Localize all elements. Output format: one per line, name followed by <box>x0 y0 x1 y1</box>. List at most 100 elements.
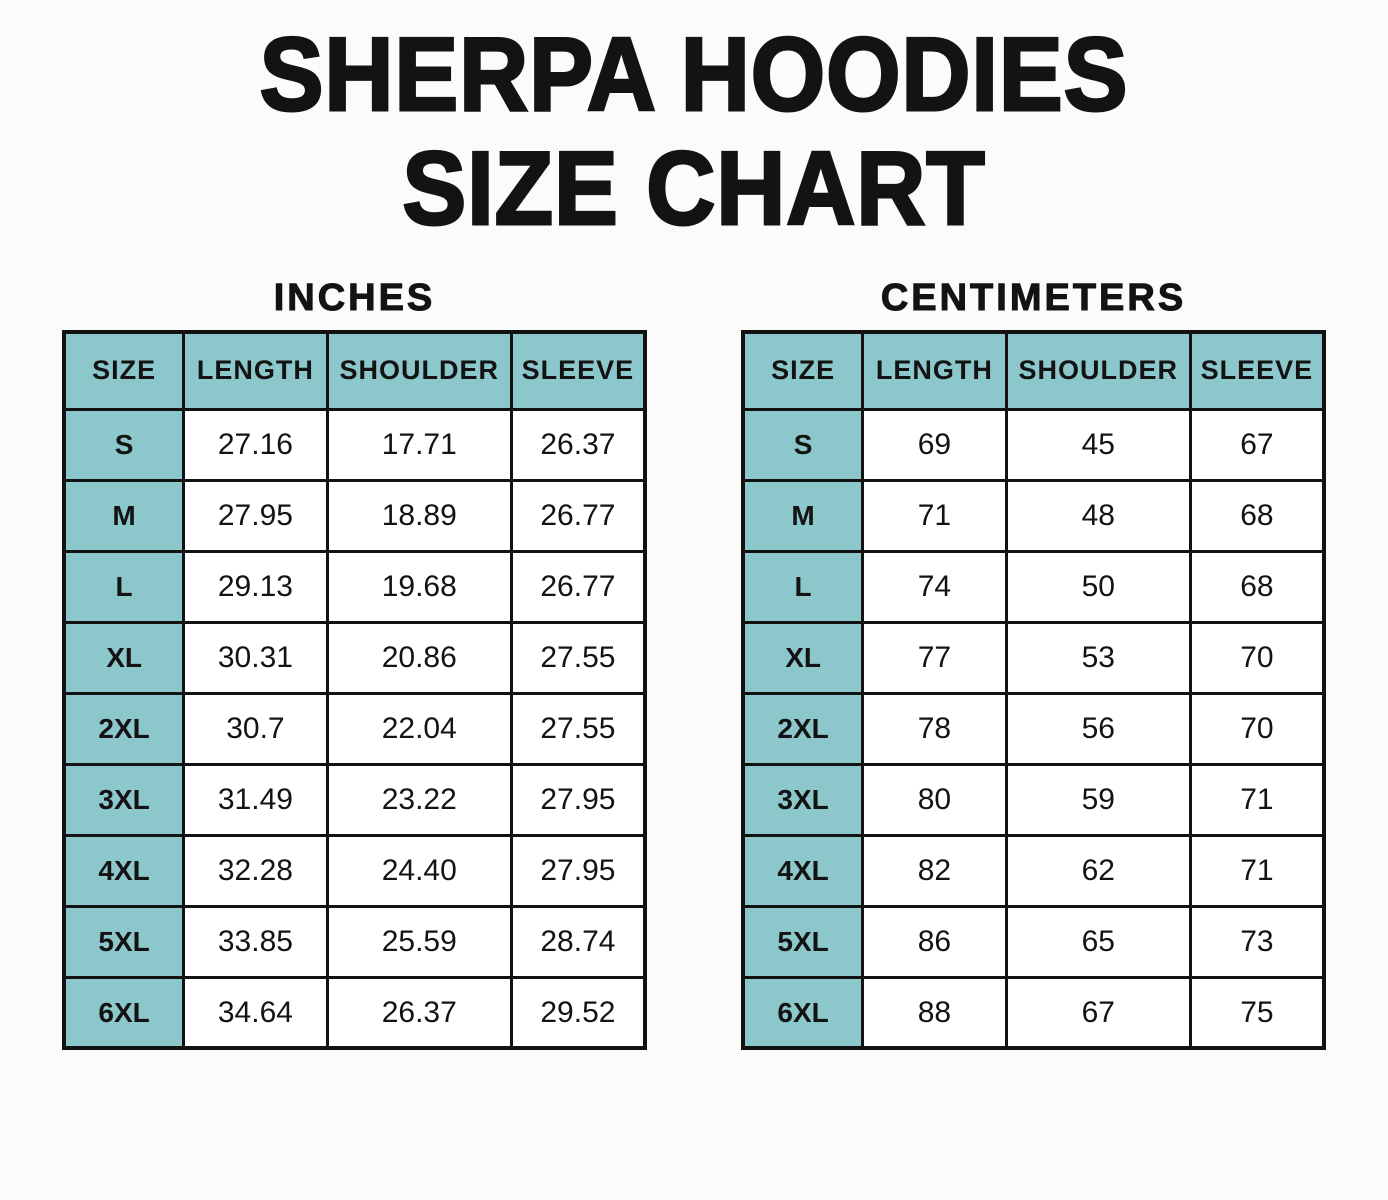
measurement-value-cell: 17.71 <box>325 407 513 482</box>
measurement-value-cell: 29.52 <box>509 975 647 1050</box>
measurement-value-cell: 67 <box>1004 975 1192 1050</box>
measurement-value-cell: 71 <box>1188 762 1326 837</box>
measurement-value-cell: 75 <box>1188 975 1326 1050</box>
measurement-value-cell: 26.37 <box>325 975 513 1050</box>
measurement-value-cell: 74 <box>861 549 1008 624</box>
size-label-cell: M <box>62 478 186 553</box>
column-header: SLEEVE <box>1188 330 1326 411</box>
table-row: 2XL 30.7 22.04 27.55 <box>62 691 647 766</box>
size-label-cell: 5XL <box>62 904 186 979</box>
measurement-value-cell: 68 <box>1188 549 1326 624</box>
inches-heading: INCHES <box>273 276 436 319</box>
measurement-value-cell: 86 <box>861 904 1008 979</box>
measurement-value-cell: 22.04 <box>325 691 513 766</box>
measurement-value-cell: 27.55 <box>509 620 647 695</box>
measurement-value-cell: 73 <box>1188 904 1326 979</box>
header-row: SIZE LENGTH SHOULDER SLEEVE <box>741 330 1326 411</box>
measurement-value-cell: 27.95 <box>182 478 329 553</box>
table-row: 6XL 34.64 26.37 29.52 <box>62 975 647 1050</box>
table-row: M 27.95 18.89 26.77 <box>62 478 647 553</box>
measurement-value-cell: 27.95 <box>509 762 647 837</box>
size-label-cell: 4XL <box>62 833 186 908</box>
table-row: 3XL 31.49 23.22 27.95 <box>62 762 647 837</box>
measurement-value-cell: 34.64 <box>182 975 329 1050</box>
measurement-value-cell: 59 <box>1004 762 1192 837</box>
measurement-value-cell: 77 <box>861 620 1008 695</box>
measurement-value-cell: 48 <box>1004 478 1192 553</box>
measurement-value-cell: 82 <box>861 833 1008 908</box>
size-label-cell: 4XL <box>741 833 865 908</box>
table-row: M 71 48 68 <box>741 478 1326 553</box>
header-row: SIZE LENGTH SHOULDER SLEEVE <box>62 330 647 411</box>
measurement-value-cell: 27.55 <box>509 691 647 766</box>
measurement-value-cell: 29.13 <box>182 549 329 624</box>
measurement-value-cell: 24.40 <box>325 833 513 908</box>
measurement-value-cell: 65 <box>1004 904 1192 979</box>
measurement-value-cell: 23.22 <box>325 762 513 837</box>
centimeters-size-table: SIZE LENGTH SHOULDER SLEEVE S 69 45 67 M 71 48 68 L 7… <box>741 329 1326 1051</box>
measurement-value-cell: 32.28 <box>182 833 329 908</box>
measurement-value-cell: 28.74 <box>509 904 647 979</box>
measurement-value-cell: 45 <box>1004 407 1192 482</box>
column-header: SHOULDER <box>1004 330 1192 411</box>
size-label-cell: XL <box>741 620 865 695</box>
column-header: SHOULDER <box>325 330 513 411</box>
size-label-cell: 2XL <box>741 691 865 766</box>
column-header: SLEEVE <box>509 330 647 411</box>
table-row: 4XL 32.28 24.40 27.95 <box>62 833 647 908</box>
table-row: 2XL 78 56 70 <box>741 691 1326 766</box>
table-row: 4XL 82 62 71 <box>741 833 1326 908</box>
page-title-line-2: SIZE CHART <box>401 131 986 248</box>
measurement-value-cell: 20.86 <box>325 620 513 695</box>
measurement-value-cell: 26.37 <box>509 407 647 482</box>
measurement-value-cell: 53 <box>1004 620 1192 695</box>
tables-container: INCHES SIZE LENGTH SHOULDER SLEEVE S 27.16 17.… <box>0 276 1388 1051</box>
size-label-cell: 2XL <box>62 691 186 766</box>
measurement-value-cell: 33.85 <box>182 904 329 979</box>
inches-table-section: INCHES SIZE LENGTH SHOULDER SLEEVE S 27.16 17.… <box>62 276 647 1051</box>
table-row: 3XL 80 59 71 <box>741 762 1326 837</box>
measurement-value-cell: 27.95 <box>509 833 647 908</box>
size-label-cell: 3XL <box>62 762 186 837</box>
measurement-value-cell: 26.77 <box>509 549 647 624</box>
table-row: S 69 45 67 <box>741 407 1326 482</box>
size-label-cell: 3XL <box>741 762 865 837</box>
size-label-cell: 5XL <box>741 904 865 979</box>
measurement-value-cell: 68 <box>1188 478 1326 553</box>
measurement-value-cell: 69 <box>861 407 1008 482</box>
measurement-value-cell: 27.16 <box>182 407 329 482</box>
size-label-cell: S <box>62 407 186 482</box>
size-label-cell: 6XL <box>741 975 865 1050</box>
table-row: XL 77 53 70 <box>741 620 1326 695</box>
table-row: 6XL 88 67 75 <box>741 975 1326 1050</box>
size-label-cell: XL <box>62 620 186 695</box>
measurement-value-cell: 25.59 <box>325 904 513 979</box>
size-label-cell: S <box>741 407 865 482</box>
measurement-value-cell: 50 <box>1004 549 1192 624</box>
measurement-value-cell: 70 <box>1188 691 1326 766</box>
measurement-value-cell: 71 <box>1188 833 1326 908</box>
measurement-value-cell: 30.31 <box>182 620 329 695</box>
measurement-value-cell: 88 <box>861 975 1008 1050</box>
measurement-value-cell: 78 <box>861 691 1008 766</box>
table-row: S 27.16 17.71 26.37 <box>62 407 647 482</box>
centimeters-table-section: CENTIMETERS SIZE LENGTH SHOULDER SLEEVE S 69 4… <box>741 276 1326 1051</box>
column-header: LENGTH <box>861 330 1008 411</box>
page-title: SHERPA HOODIES SIZE CHART <box>56 16 1333 248</box>
measurement-value-cell: 70 <box>1188 620 1326 695</box>
table-row: L 29.13 19.68 26.77 <box>62 549 647 624</box>
page-title-line-1: SHERPA HOODIES <box>258 16 1129 133</box>
column-header: LENGTH <box>182 330 329 411</box>
size-label-cell: L <box>62 549 186 624</box>
table-row: XL 30.31 20.86 27.55 <box>62 620 647 695</box>
measurement-value-cell: 71 <box>861 478 1008 553</box>
table-row: 5XL 33.85 25.59 28.74 <box>62 904 647 979</box>
centimeters-heading: CENTIMETERS <box>880 276 1187 319</box>
column-header: SIZE <box>62 330 186 411</box>
measurement-value-cell: 18.89 <box>325 478 513 553</box>
table-row: 5XL 86 65 73 <box>741 904 1326 979</box>
inches-size-table: SIZE LENGTH SHOULDER SLEEVE S 27.16 17.71 26.37… <box>62 329 647 1051</box>
measurement-value-cell: 30.7 <box>182 691 329 766</box>
size-label-cell: M <box>741 478 865 553</box>
